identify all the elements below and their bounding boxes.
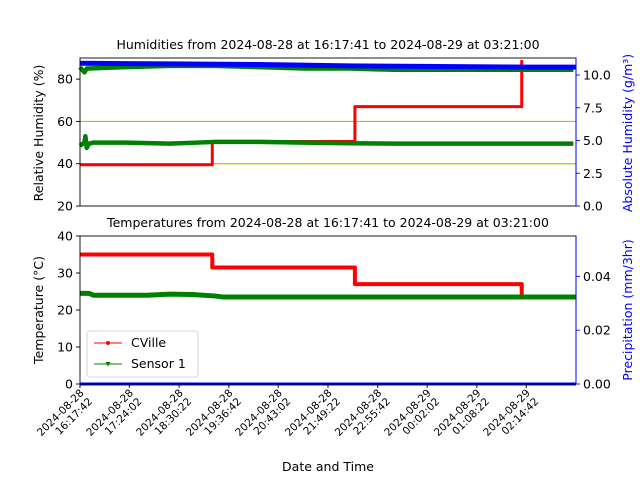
humidity-left-tick-label: 20 [57, 199, 73, 214]
temperature-chart-title: Temperatures from 2024-08-28 at 16:17:41… [106, 215, 549, 230]
humidity-right-tick-label: 2.5 [583, 166, 603, 181]
cville-absolute-humidity-line [79, 62, 576, 68]
humidity-left-axis-label: Relative Humidity (%) [31, 65, 46, 202]
humidity-right-tick-label: 5.0 [583, 133, 603, 148]
time-axis-label: Date and Time [282, 459, 374, 474]
legend-sensor-swatch-marker [105, 362, 111, 367]
cville-temperature-line [80, 253, 523, 298]
humidity-right-ticks: 0.0 2.5 5.0 7.5 10.0 [576, 68, 611, 214]
humidity-right-tick-label: 0.0 [583, 199, 603, 214]
temperature-left-tick-label: 30 [57, 266, 73, 281]
legend: CVille Sensor 1 [86, 330, 199, 378]
sensor-temperature-line [80, 292, 576, 298]
humidity-right-tick-label: 7.5 [583, 100, 603, 115]
temperature-left-tick-label: 20 [57, 303, 73, 318]
temperature-left-axis-label: Temperature (°C) [31, 256, 46, 365]
humidity-right-tick-label: 10.0 [583, 68, 611, 83]
sensor-relative-humidity-line [79, 136, 574, 150]
temperature-left-tick-label: 0 [65, 377, 73, 392]
humidity-left-tick-label: 80 [57, 72, 73, 87]
legend-sensor-label: Sensor 1 [131, 356, 186, 371]
legend-cville-swatch-marker [106, 341, 110, 345]
temperature-left-ticks: 0 10 20 30 40 [57, 229, 80, 392]
precipitation-right-tick-label: 0.00 [583, 377, 611, 392]
humidity-left-tick-label: 60 [57, 114, 73, 129]
temperature-left-tick-label: 10 [57, 340, 73, 355]
humidity-left-ticks: 20 40 60 80 [57, 72, 80, 214]
humidity-right-axis-label: Absolute Humidity (g/m³) [620, 54, 635, 212]
humidity-left-tick-label: 40 [57, 156, 73, 171]
precipitation-right-axis-label: Precipitation (mm/3hr) [620, 239, 635, 380]
humidity-chart: Humidities from 2024-08-28 at 16:17:41 t… [31, 37, 635, 214]
precipitation-right-tick-label: 0.02 [583, 323, 611, 338]
sensor-absolute-humidity-line [79, 65, 574, 74]
precipitation-right-tick-label: 0.04 [583, 269, 611, 284]
humidity-chart-title: Humidities from 2024-08-28 at 16:17:41 t… [116, 37, 539, 52]
legend-cville-label: CVille [131, 335, 166, 350]
precipitation-right-ticks: 0.00 0.02 0.04 [576, 269, 611, 392]
temperature-left-tick-label: 40 [57, 229, 73, 244]
humidity-series-group [78, 60, 576, 167]
